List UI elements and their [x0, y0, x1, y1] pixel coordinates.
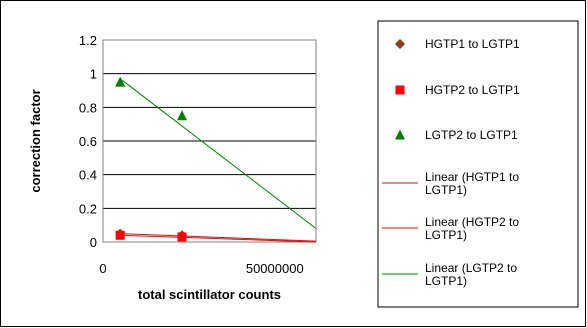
- gridlines: [103, 39, 316, 243]
- trendline: [120, 234, 317, 243]
- y-tick-labels: 0 0.2 0.4 0.6 0.8 1 1.2: [79, 33, 97, 250]
- y-tick-label: 0.2: [79, 201, 97, 216]
- trendline: [119, 78, 317, 229]
- x-tick-label: 50000000: [246, 261, 304, 276]
- legend-symbol: [395, 85, 405, 95]
- legend-label: LGTP1): [425, 183, 467, 197]
- data-point: [115, 230, 125, 240]
- legend-label: LGTP2 to LGTP1: [425, 128, 518, 142]
- legend-symbol: [395, 129, 405, 140]
- x-tick-label: 0: [99, 261, 106, 276]
- y-tick-label: 1: [90, 67, 97, 82]
- plot-area: [102, 39, 317, 243]
- y-tick-label: 0.8: [79, 100, 97, 115]
- legend-label: HGTP2 to LGTP1: [425, 83, 520, 97]
- data-point: [115, 76, 126, 87]
- y-tick-label: 0.6: [79, 134, 97, 149]
- legend-label: Linear (LGTP2 to: [425, 261, 517, 275]
- legend-label: LGTP1): [425, 274, 467, 288]
- data-point: [177, 110, 188, 121]
- legend: [377, 20, 579, 308]
- legend-label: HGTP1 to LGTP1: [425, 37, 520, 51]
- trendlines: [119, 78, 317, 243]
- legend-label: Linear (HGTP2 to: [425, 215, 519, 229]
- y-tick-label: 1.2: [79, 33, 97, 48]
- y-axis-title: correction factor: [28, 89, 43, 192]
- legend-items: HGTP1 to LGTP1 HGTP2 to LGTP1 LGTP2 to LGT…: [382, 37, 520, 288]
- legend-label: Linear (HGTP1 to: [425, 170, 519, 184]
- x-tick-labels: 0 50000000: [99, 261, 303, 276]
- legend-symbol: [395, 39, 405, 49]
- data-point: [177, 232, 187, 242]
- x-axis-title: total scintillator counts: [138, 287, 281, 302]
- legend-label: LGTP1): [425, 228, 467, 242]
- y-tick-label: 0: [90, 235, 97, 250]
- trendline: [120, 233, 317, 242]
- y-tick-label: 0.4: [79, 168, 97, 183]
- data-markers: [115, 76, 188, 242]
